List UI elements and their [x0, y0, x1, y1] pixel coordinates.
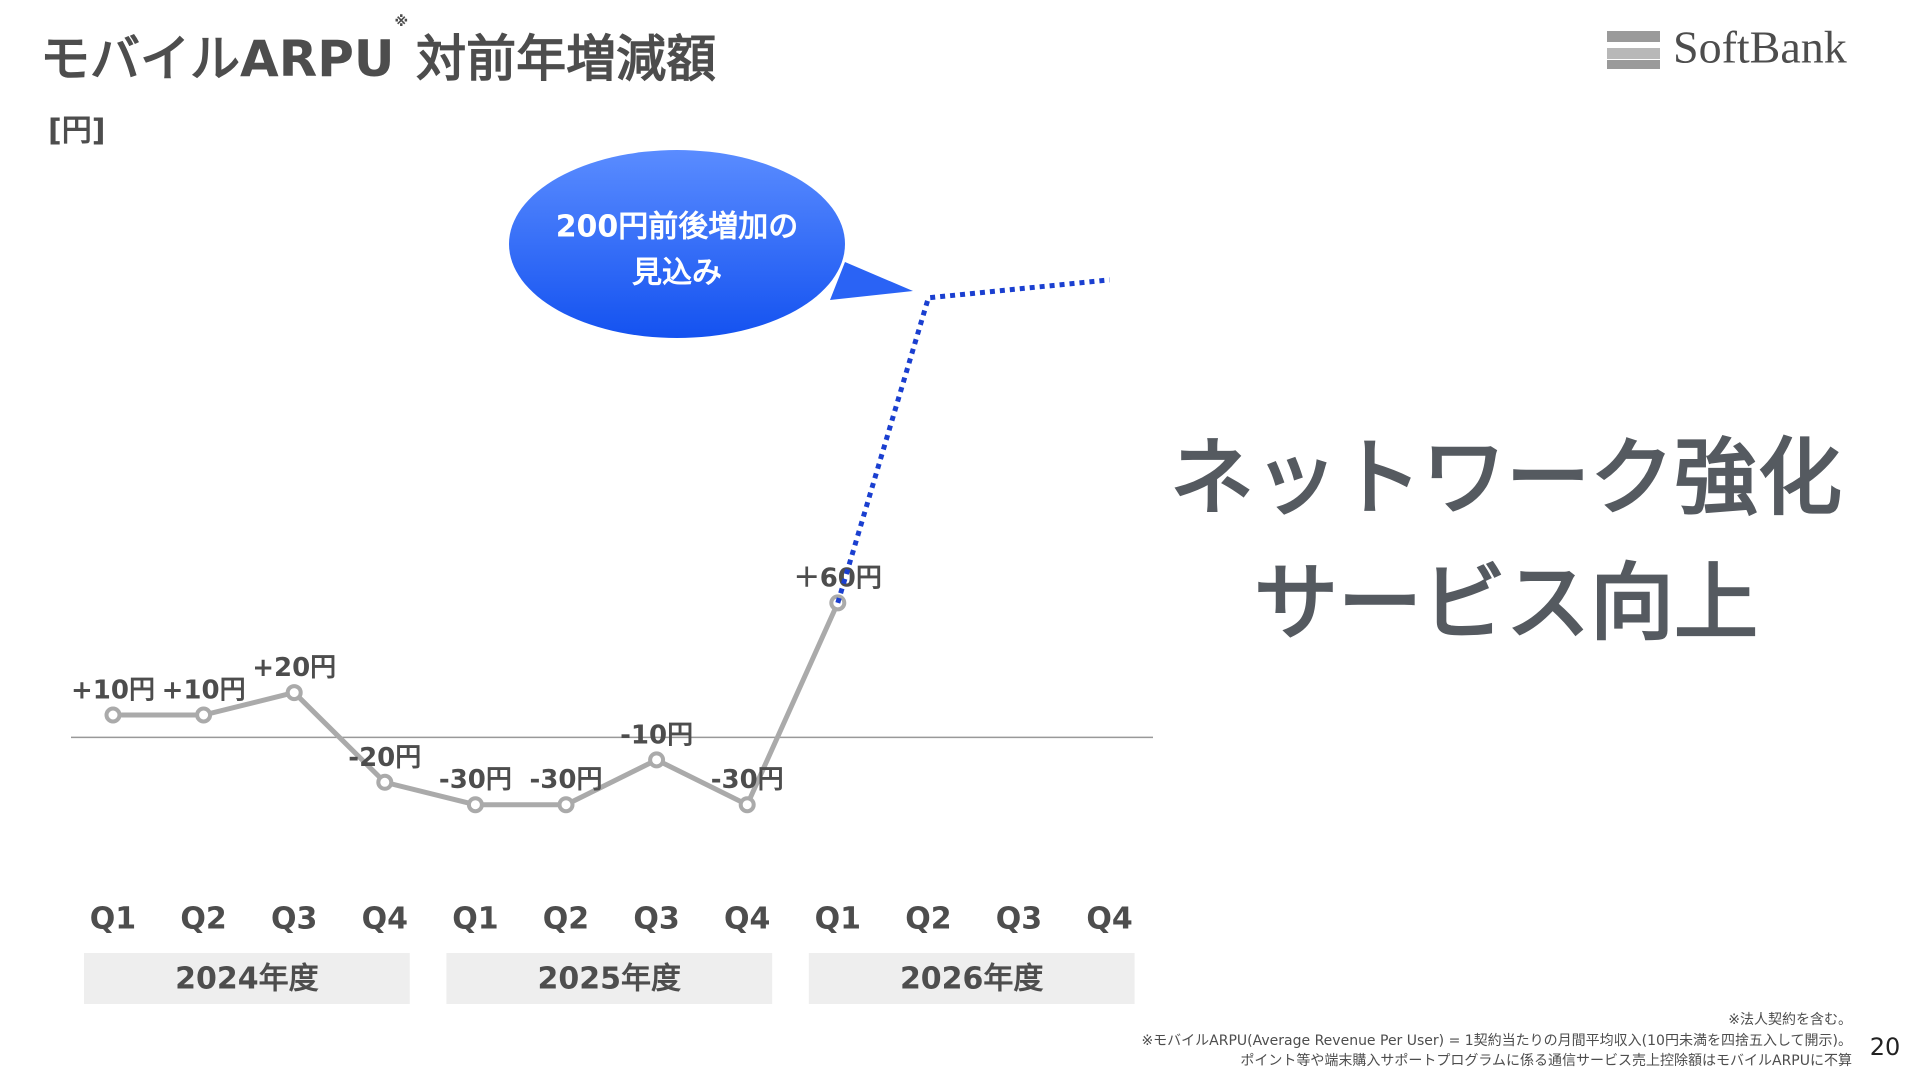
- value-label: -30円: [439, 765, 512, 795]
- title: モバイルARPU: [40, 30, 394, 88]
- logo: SoftBank: [1673, 22, 1847, 73]
- marker: [285, 684, 303, 702]
- marker: [648, 751, 666, 769]
- logo-bar: [1607, 31, 1660, 42]
- x-tick-label: Q2: [543, 902, 589, 937]
- value-label: +10円: [71, 676, 155, 706]
- callout-tail: [830, 262, 913, 300]
- marker: [195, 706, 213, 724]
- callout-text: 200円前後増加の: [556, 210, 799, 245]
- marker: [104, 706, 122, 724]
- x-tick-label: Q1: [815, 902, 861, 937]
- callout-text: 見込み: [632, 256, 722, 291]
- footnote: ※モバイルARPU(Average Revenue Per User) = 1契…: [1141, 1032, 1852, 1049]
- group-label: 2026年度: [900, 962, 1044, 997]
- group-label: 2025年度: [538, 962, 682, 997]
- message: サービス向上: [1254, 554, 1758, 652]
- marker: [557, 796, 575, 814]
- x-tick-label: Q4: [724, 902, 770, 937]
- marker: [376, 773, 394, 791]
- marker: [738, 796, 756, 814]
- x-tick-label: Q2: [180, 902, 226, 937]
- value-label: -20円: [348, 743, 421, 773]
- callout: [509, 150, 845, 338]
- x-tick-label: Q3: [996, 902, 1042, 937]
- footnote: ※法人契約を含む。: [1728, 1012, 1852, 1028]
- logo-bar: [1607, 60, 1660, 69]
- x-tick-label: Q1: [452, 902, 498, 937]
- x-tick-label: Q4: [362, 902, 408, 937]
- marker: [466, 796, 484, 814]
- slide-title: モバイルARPU※ 対前年増減額: [40, 14, 716, 88]
- value-label: -30円: [711, 765, 784, 795]
- value-label: -10円: [620, 720, 693, 750]
- value-label: +10円: [162, 676, 246, 706]
- value-label: -30円: [530, 765, 603, 795]
- x-tick-label: Q4: [1086, 902, 1132, 937]
- value-label: +20円: [252, 653, 336, 683]
- x-tick-label: Q2: [905, 902, 951, 937]
- logo-bar: [1607, 48, 1660, 59]
- group-box: [446, 953, 773, 1004]
- value-label: ＋60円: [794, 563, 882, 593]
- y-label: [円]: [48, 114, 105, 149]
- x-tick-label: Q3: [633, 902, 679, 937]
- x-tick-label: Q3: [271, 902, 317, 937]
- title-mark: ※: [394, 14, 408, 30]
- x-tick-label: Q1: [90, 902, 136, 937]
- group-label: 2024年度: [175, 962, 319, 997]
- footnote: ポイント等や端末購入サポートプログラムに係る通信サービス売上控除額はモバイルAR…: [1240, 1052, 1852, 1069]
- page-number: 20: [1870, 1033, 1901, 1061]
- message: ネットワーク強化: [1170, 429, 1842, 527]
- series-line: [835, 277, 1110, 604]
- group-box: [808, 953, 1135, 1004]
- group-box: [84, 953, 410, 1004]
- title-suffix: 対前年増減額: [416, 30, 716, 88]
